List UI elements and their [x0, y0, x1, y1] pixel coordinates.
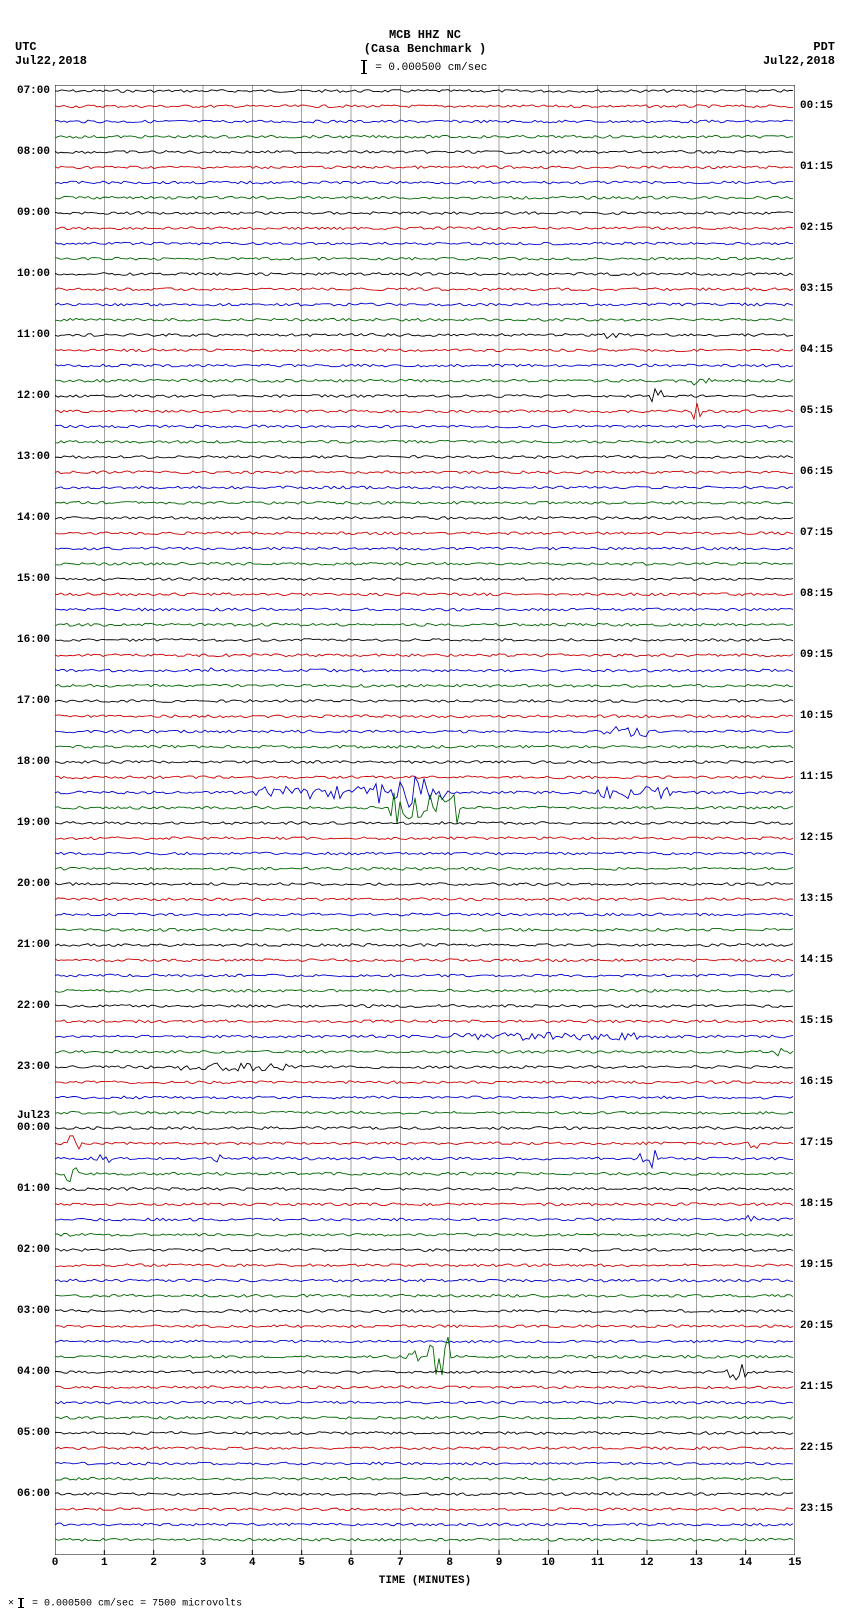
- left-time-axis: 07:00 08:00 09:00 10:00 11:00 12:00 13:00 14:00…: [0, 85, 53, 1555]
- right-time-label: 07:15: [800, 527, 833, 539]
- right-time-label: 15:15: [800, 1015, 833, 1027]
- station-code: MCB HHZ NC: [389, 28, 461, 42]
- right-time-label: 12:15: [800, 832, 833, 844]
- right-time-label: 18:15: [800, 1198, 833, 1210]
- footer-scale: × = 0.000500 cm/sec = 7500 microvolts: [8, 1598, 242, 1610]
- right-time-label: 03:15: [800, 283, 833, 295]
- footer-text: = 0.000500 cm/sec = 7500 microvolts: [32, 1599, 242, 1610]
- right-time-label: 16:15: [800, 1076, 833, 1088]
- left-time-label: 21:00: [17, 939, 50, 951]
- right-time-label: 02:15: [800, 222, 833, 234]
- right-time-label: 23:15: [800, 1503, 833, 1515]
- left-time-label: 03:00: [17, 1305, 50, 1317]
- right-time-label: 21:15: [800, 1381, 833, 1393]
- x-tick: 14: [739, 1557, 752, 1569]
- left-time-label: 04:00: [17, 1366, 50, 1378]
- left-time-label: 15:00: [17, 573, 50, 585]
- left-time-label: 14:00: [17, 512, 50, 524]
- x-tick: 13: [690, 1557, 703, 1569]
- x-tick: 10: [542, 1557, 555, 1569]
- right-time-label: 20:15: [800, 1320, 833, 1332]
- left-time-label: 20:00: [17, 878, 50, 890]
- left-time-label: 09:00: [17, 207, 50, 219]
- x-tick: 15: [788, 1557, 801, 1569]
- left-time-label: 22:00: [17, 1000, 50, 1012]
- x-tick: 8: [446, 1557, 453, 1569]
- left-time-label: 16:00: [17, 634, 50, 646]
- left-time-label: 02:00: [17, 1244, 50, 1256]
- left-time-label: 11:00: [17, 329, 50, 341]
- right-time-label: 13:15: [800, 893, 833, 905]
- x-tick: 1: [101, 1557, 108, 1569]
- station-location: (Casa Benchmark ): [364, 42, 486, 56]
- right-time-label: 19:15: [800, 1259, 833, 1271]
- scale-text: = 0.000500 cm/sec: [375, 62, 487, 74]
- x-tick: 11: [591, 1557, 604, 1569]
- scale-bar-icon: [20, 1598, 22, 1608]
- right-time-label: 00:15: [800, 100, 833, 112]
- left-time-label: 13:00: [17, 451, 50, 463]
- header-scale: = 0.000500 cm/sec: [0, 60, 850, 74]
- left-time-label: 18:00: [17, 756, 50, 768]
- left-time-label: 17:00: [17, 695, 50, 707]
- x-tick: 7: [397, 1557, 404, 1569]
- header: UTC Jul22,2018 PDT Jul22,2018 MCB HHZ NC…: [0, 0, 850, 80]
- x-tick: 2: [150, 1557, 157, 1569]
- x-tick: 3: [200, 1557, 207, 1569]
- x-tick: 5: [298, 1557, 305, 1569]
- right-time-label: 09:15: [800, 649, 833, 661]
- seismogram-svg: [55, 85, 795, 1555]
- left-time-label: 05:00: [17, 1427, 50, 1439]
- x-tick: 9: [496, 1557, 503, 1569]
- right-time-label: 08:15: [800, 588, 833, 600]
- seismogram-plot: [55, 85, 795, 1555]
- x-axis-title: TIME (MINUTES): [0, 1575, 850, 1587]
- right-time-label: 10:15: [800, 710, 833, 722]
- left-time-label: 19:00: [17, 817, 50, 829]
- left-time-label: 23:00: [17, 1061, 50, 1073]
- title-block: MCB HHZ NC (Casa Benchmark ): [0, 28, 850, 56]
- left-time-label: 01:00: [17, 1183, 50, 1195]
- right-time-label: 06:15: [800, 466, 833, 478]
- right-time-label: 05:15: [800, 405, 833, 417]
- left-time-label: 08:00: [17, 146, 50, 158]
- left-time-label: 00:00: [17, 1122, 50, 1134]
- right-time-label: 01:15: [800, 161, 833, 173]
- day-label: Jul23: [17, 1110, 50, 1122]
- left-time-label: 12:00: [17, 390, 50, 402]
- right-time-label: 14:15: [800, 954, 833, 966]
- right-time-label: 17:15: [800, 1137, 833, 1149]
- left-time-label: 10:00: [17, 268, 50, 280]
- left-time-label: 06:00: [17, 1488, 50, 1500]
- x-tick: 12: [640, 1557, 653, 1569]
- right-time-label: 04:15: [800, 344, 833, 356]
- right-time-axis: 00:15 01:15 02:15 03:15 04:15 05:15 06:15 07:15…: [797, 85, 850, 1555]
- right-time-label: 11:15: [800, 771, 833, 783]
- x-tick: 0: [52, 1557, 59, 1569]
- left-time-label: 07:00: [17, 85, 50, 97]
- scale-bar-icon: [363, 60, 365, 74]
- x-tick: 6: [348, 1557, 355, 1569]
- x-tick: 4: [249, 1557, 256, 1569]
- right-time-label: 22:15: [800, 1442, 833, 1454]
- footer-prefix: ×: [8, 1599, 14, 1610]
